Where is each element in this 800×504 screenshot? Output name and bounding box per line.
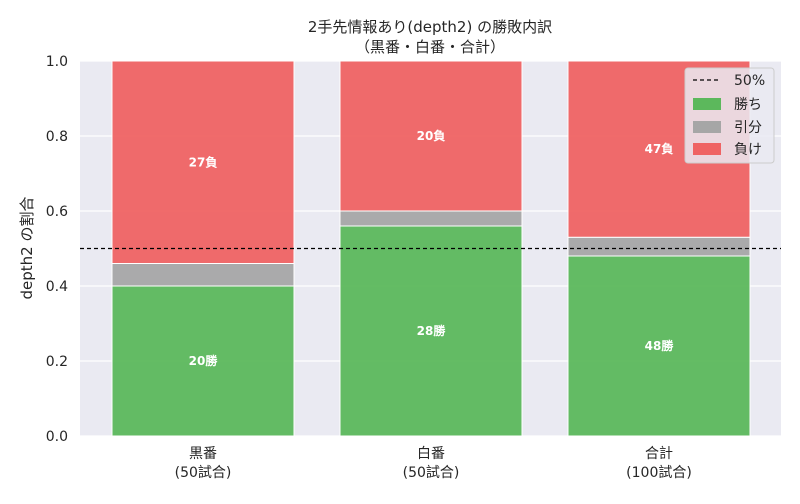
y-tick-label: 1.0 (46, 54, 68, 70)
legend-swatch-win (693, 98, 721, 110)
x-tick-sublabel: (50試合) (175, 465, 232, 481)
segment-label: 28勝 (417, 323, 447, 338)
y-tick-label: 0.6 (46, 204, 68, 220)
x-axis-ticks: 黒番 (50試合) 白番 (50試合) 合計 (100試合) (175, 446, 692, 481)
y-tick-label: 0.2 (46, 354, 68, 370)
segment-label: 27負 (189, 154, 218, 169)
bar-segment (567, 236, 751, 257)
x-tick-sublabel: (100試合) (626, 465, 692, 481)
chart-title-line1: 2手先情報あり(depth2) の勝敗内訳 (308, 18, 552, 36)
legend: 50% 勝ち 引分 負け (684, 67, 775, 164)
bar-segment (111, 263, 295, 287)
segment-label: 20勝 (189, 353, 219, 368)
legend-label-win: 勝ち (734, 97, 762, 113)
legend-label-draw: 引分 (734, 120, 762, 136)
bar-segment (111, 60, 295, 264)
legend-swatch-draw (693, 121, 721, 133)
legend-box (684, 67, 775, 164)
segment-label: 47負 (645, 141, 674, 156)
bar-segment (111, 285, 295, 437)
segment-labels: 20勝 27負 28勝 20負 48勝 47負 (189, 128, 675, 368)
segment-label: 20負 (417, 128, 446, 143)
x-tick-label: 合計 (645, 446, 673, 462)
bar-segment (567, 255, 751, 437)
legend-swatch-loss (693, 143, 721, 155)
bar-segment (339, 60, 523, 212)
y-axis-label: depth2 の割合 (18, 197, 36, 300)
y-tick-label: 0.4 (46, 279, 68, 295)
legend-ref-label: 50% (734, 73, 765, 89)
bar-segment (339, 210, 523, 227)
segment-label: 48勝 (645, 338, 675, 353)
chart-title-line2: （黒番・白番・合計） (355, 38, 505, 56)
x-tick-sublabel: (50試合) (403, 465, 460, 481)
y-axis-ticks: 0.0 0.2 0.4 0.6 0.8 1.0 (46, 54, 68, 445)
x-tick-label: 白番 (417, 446, 445, 462)
x-tick-label: 黒番 (189, 446, 217, 462)
legend-label-loss: 負け (734, 142, 762, 158)
y-tick-label: 0.0 (46, 429, 68, 445)
y-tick-label: 0.8 (46, 129, 68, 145)
bars (111, 60, 751, 437)
